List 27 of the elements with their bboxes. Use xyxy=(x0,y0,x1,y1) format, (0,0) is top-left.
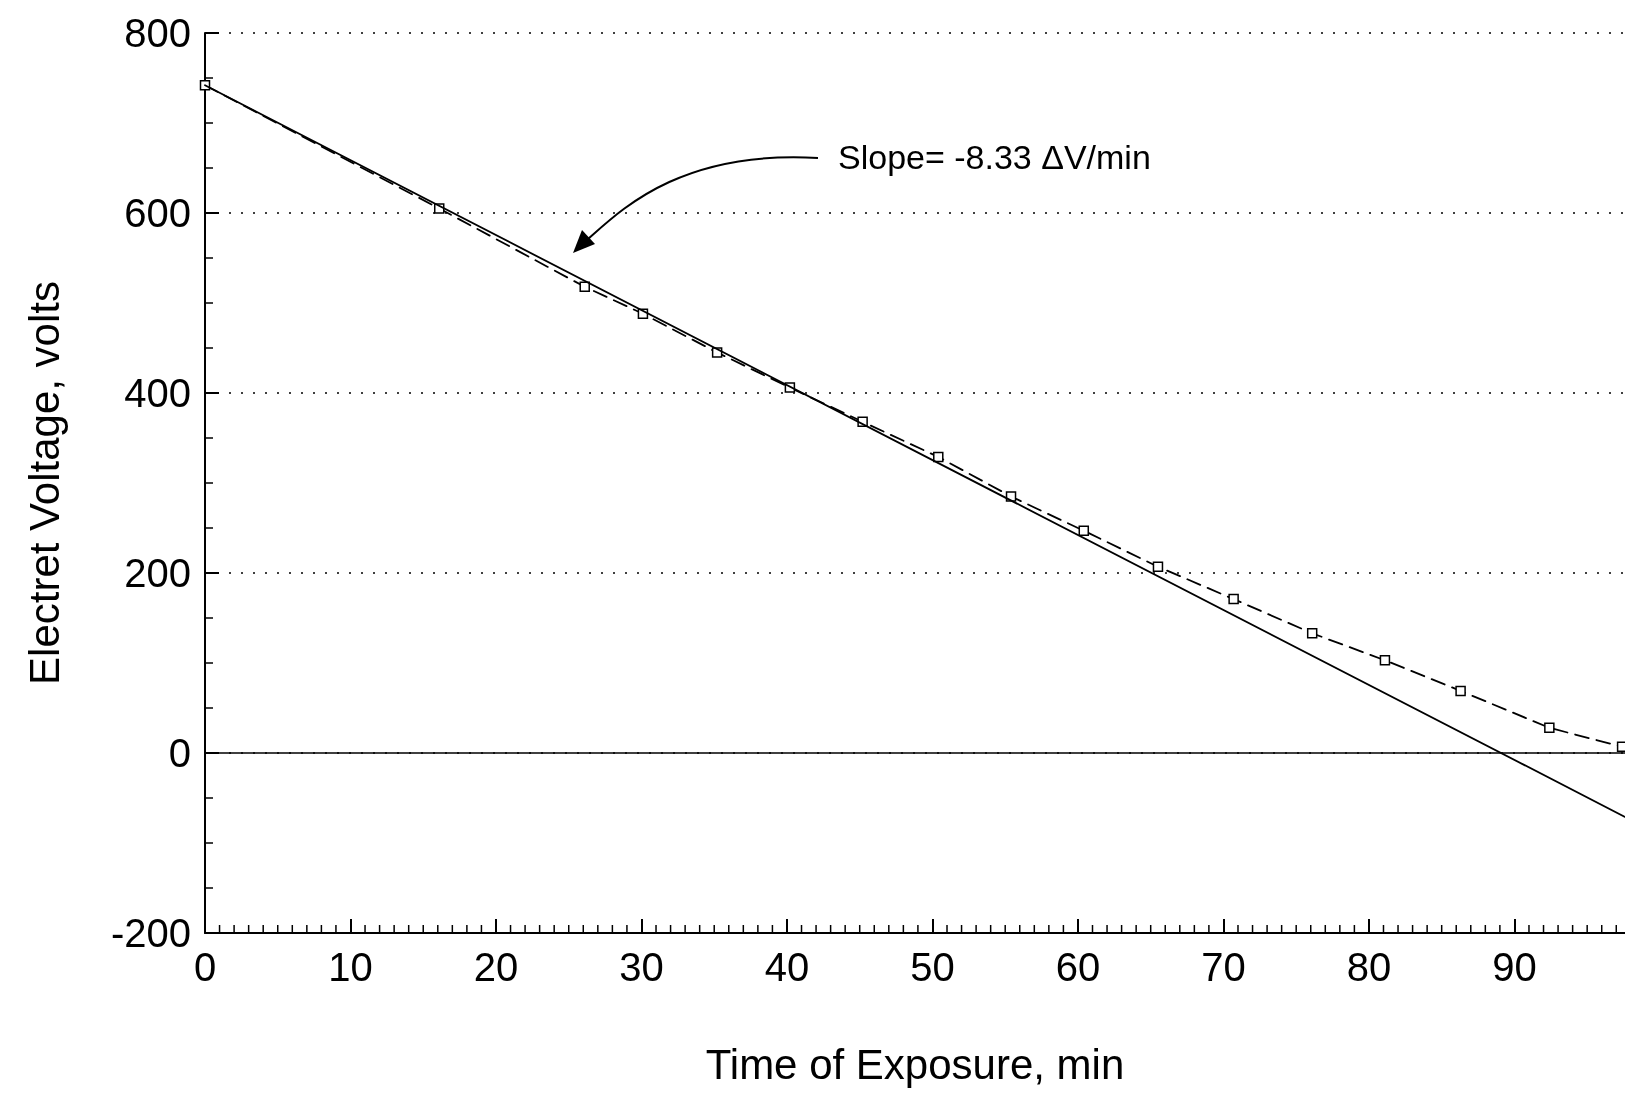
y-tick-label: 600 xyxy=(124,191,191,235)
x-tick-label: 30 xyxy=(619,945,664,989)
y-tick-label: 200 xyxy=(124,551,191,595)
x-axis-title: Time of Exposure, min xyxy=(705,1040,1125,1088)
y-tick-label: 800 xyxy=(124,11,191,55)
point xyxy=(1228,593,1239,605)
point xyxy=(1078,525,1090,536)
point xyxy=(1544,722,1555,734)
y-tick-label: 400 xyxy=(124,371,191,415)
point xyxy=(933,451,944,463)
point xyxy=(1455,685,1466,697)
point xyxy=(1152,561,1164,572)
point xyxy=(1306,628,1318,639)
x-tick-label: 60 xyxy=(1055,945,1101,989)
x-tick-label: 70 xyxy=(1201,945,1246,989)
y-axis-title: Electret Voltage, volts xyxy=(20,281,68,685)
x-tick-label: 40 xyxy=(764,945,810,989)
annotation: Slope= -8.33 ΔV/min xyxy=(838,138,1151,176)
point xyxy=(579,281,590,293)
y-tick-label: -200 xyxy=(110,911,191,955)
x-tick-label: 80 xyxy=(1346,945,1392,989)
x-tick-label: 10 xyxy=(328,945,373,989)
point xyxy=(1379,655,1391,666)
x-tick-label: 20 xyxy=(473,945,519,989)
x-tick-label: 50 xyxy=(910,945,955,989)
y-tick-label: 0 xyxy=(168,731,191,775)
x-tick-label: 90 xyxy=(1492,945,1537,989)
